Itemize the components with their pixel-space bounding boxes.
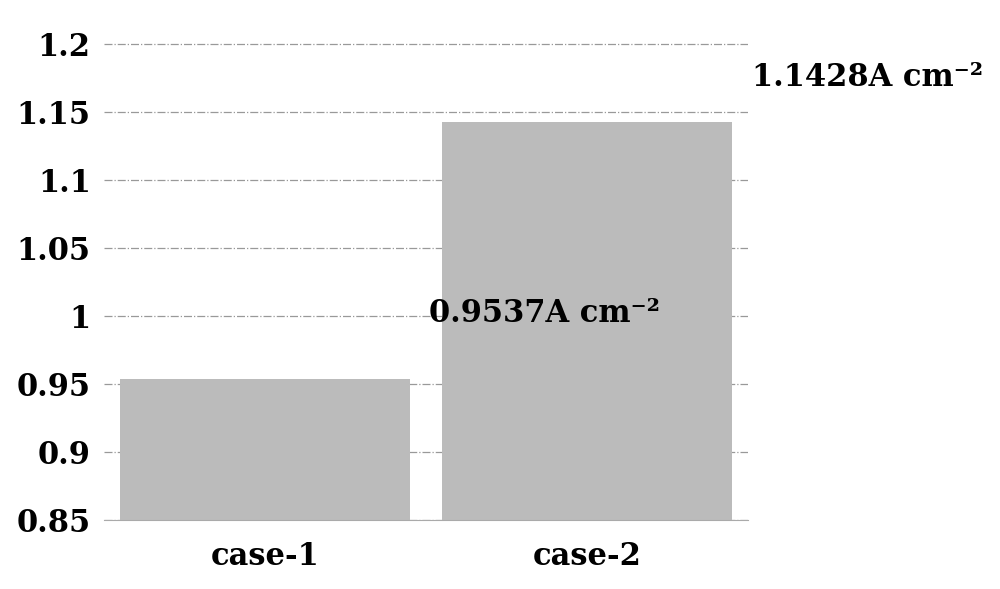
Bar [442, 122, 732, 520]
Text: 0.9537A cm⁻²: 0.9537A cm⁻² [429, 297, 660, 329]
Text: 1.1428A cm⁻²: 1.1428A cm⁻² [752, 62, 983, 94]
Bar [120, 379, 410, 520]
